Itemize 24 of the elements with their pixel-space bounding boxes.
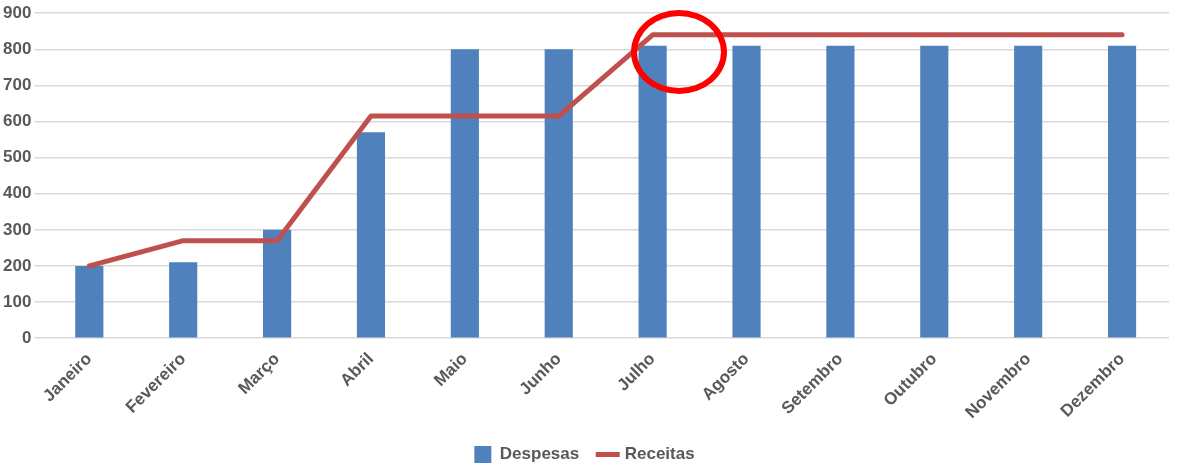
y-tick-label: 300 bbox=[2, 219, 32, 239]
y-tick-label: 600 bbox=[2, 111, 32, 131]
bar bbox=[920, 45, 949, 338]
bar bbox=[732, 45, 761, 338]
y-tick-label: 400 bbox=[2, 183, 32, 203]
bar bbox=[356, 132, 386, 338]
y-tick-label: 0 bbox=[21, 327, 32, 347]
y-tick-label: 700 bbox=[2, 75, 32, 95]
y-tick-label: 900 bbox=[2, 2, 32, 22]
y-tick-label: 200 bbox=[2, 255, 32, 275]
bar bbox=[544, 49, 573, 338]
legend-label: Receitas bbox=[624, 444, 695, 464]
bar bbox=[450, 49, 479, 338]
bar bbox=[1014, 45, 1043, 338]
y-tick-label: 500 bbox=[2, 147, 32, 167]
y-tick-label: 100 bbox=[2, 291, 32, 311]
bar bbox=[1107, 45, 1137, 338]
bar bbox=[75, 265, 104, 338]
bar bbox=[169, 262, 198, 338]
bar bbox=[263, 229, 292, 338]
legend-label: Despesas bbox=[499, 444, 580, 464]
bar bbox=[638, 45, 667, 338]
y-tick-label: 800 bbox=[2, 38, 32, 58]
bar bbox=[826, 45, 855, 338]
